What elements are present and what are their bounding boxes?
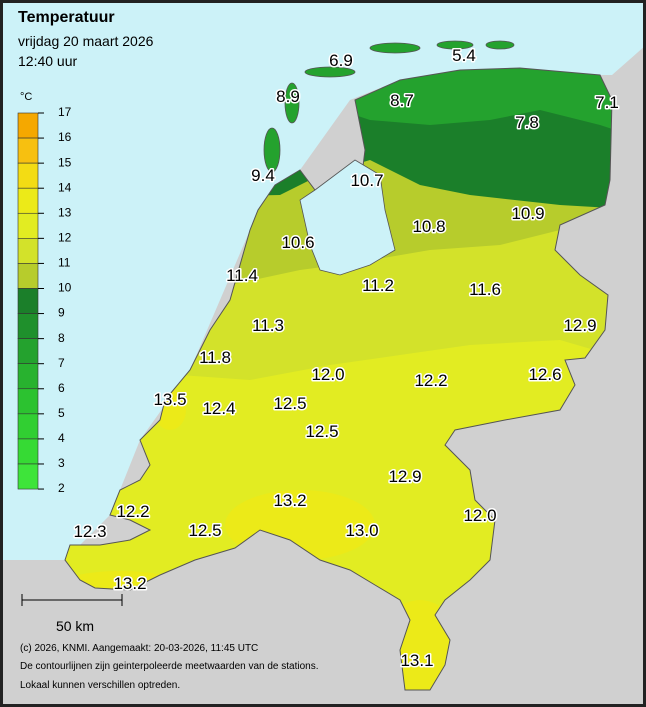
legend: 17 16 15 14 13 12 11 10 9 8 7 6 5 4 3 2 <box>17 105 72 495</box>
station-value: 7.1 <box>595 93 619 112</box>
lake <box>299 159 396 276</box>
legend-label: 7 <box>58 356 65 370</box>
title: Temperatuur <box>18 9 115 26</box>
legend-label: 17 <box>58 105 72 119</box>
station-value: 13.0 <box>345 521 378 540</box>
station-value: 11.6 <box>469 280 501 299</box>
legend-label: 5 <box>58 406 65 420</box>
legend-band <box>17 438 39 465</box>
legend-band <box>17 313 39 339</box>
sea <box>0 0 646 560</box>
legend-band <box>17 162 39 189</box>
legend-label: 4 <box>58 431 65 445</box>
station-value: 5.4 <box>452 46 476 65</box>
station-value: 12.9 <box>563 316 596 335</box>
date: vrijdag 20 maart 2026 <box>18 33 154 49</box>
station-value: 13.1 <box>400 651 433 670</box>
station-value: 10.9 <box>511 204 544 223</box>
station-value: 13.2 <box>113 574 146 593</box>
legend-label: 8 <box>58 331 65 345</box>
station-value: 12.4 <box>202 399 235 418</box>
legend-label: 9 <box>58 306 65 320</box>
legend-band <box>17 463 39 490</box>
station-value: 11.3 <box>252 316 284 335</box>
station-value: 12.0 <box>311 365 344 384</box>
station-value: 12.9 <box>388 467 421 486</box>
legend-label: 11 <box>58 256 71 270</box>
legend-band <box>17 212 39 239</box>
station-value: 10.7 <box>350 171 383 190</box>
station-value: 13.2 <box>273 491 306 510</box>
station-value: 11.4 <box>226 266 258 285</box>
legend-band <box>17 413 39 440</box>
time: 12:40 uur <box>18 53 77 69</box>
legend-label: 10 <box>58 281 72 295</box>
station-value: 12.5 <box>188 521 221 540</box>
stations: 6.9 5.4 8.9 8.7 7.1 7.8 9.4 10.7 10.8 10.9 10.6 11.… <box>72 45 620 672</box>
station-value: 10.8 <box>412 217 445 236</box>
footer-line: (c) 2026, KNMI. Aangemaakt: 20-03-2026, … <box>20 643 258 654</box>
station-value: 12.5 <box>273 394 306 413</box>
legend-label: 13 <box>58 205 72 219</box>
station-value: 12.0 <box>463 506 496 525</box>
station-value: 12.3 <box>73 522 106 541</box>
station-value: 6.9 <box>329 51 353 70</box>
legend-label: 14 <box>58 180 72 194</box>
station-value: 11.8 <box>199 348 231 367</box>
footer-line: De contourlijnen zijn geinterpoleerde me… <box>20 661 319 672</box>
scale-label: 50 km <box>56 618 94 634</box>
legend-unit: °C <box>20 91 32 103</box>
legend-band <box>17 238 39 264</box>
station-value: 12.5 <box>305 422 338 441</box>
legend-label: 3 <box>58 456 65 470</box>
station-value: 9.4 <box>251 166 275 185</box>
scale-bar <box>21 594 123 606</box>
legend-band <box>17 112 39 139</box>
legend-label: 2 <box>58 481 65 495</box>
station-value: 12.2 <box>116 502 149 521</box>
legend-band <box>17 263 39 289</box>
station-value: 8.9 <box>276 87 300 106</box>
legend-band <box>17 388 39 415</box>
legend-label: 16 <box>58 130 72 144</box>
footer-line: Lokaal kunnen verschillen optreden. <box>20 680 180 691</box>
legend-band <box>17 288 39 314</box>
legend-band <box>17 338 39 365</box>
islands <box>263 40 515 173</box>
station-value: 12.6 <box>528 365 561 384</box>
station-value: 13.5 <box>153 390 186 409</box>
station-value: 8.7 <box>390 91 414 110</box>
station-value: 12.2 <box>414 371 447 390</box>
legend-label: 12 <box>58 231 72 245</box>
station-value: 11.2 <box>362 276 394 295</box>
legend-band <box>17 363 39 390</box>
legend-band <box>17 137 39 164</box>
station-value: 10.6 <box>281 233 314 252</box>
legend-label: 15 <box>58 155 72 169</box>
station-value: 7.8 <box>515 113 539 132</box>
legend-band <box>17 187 39 214</box>
legend-label: 6 <box>58 381 65 395</box>
